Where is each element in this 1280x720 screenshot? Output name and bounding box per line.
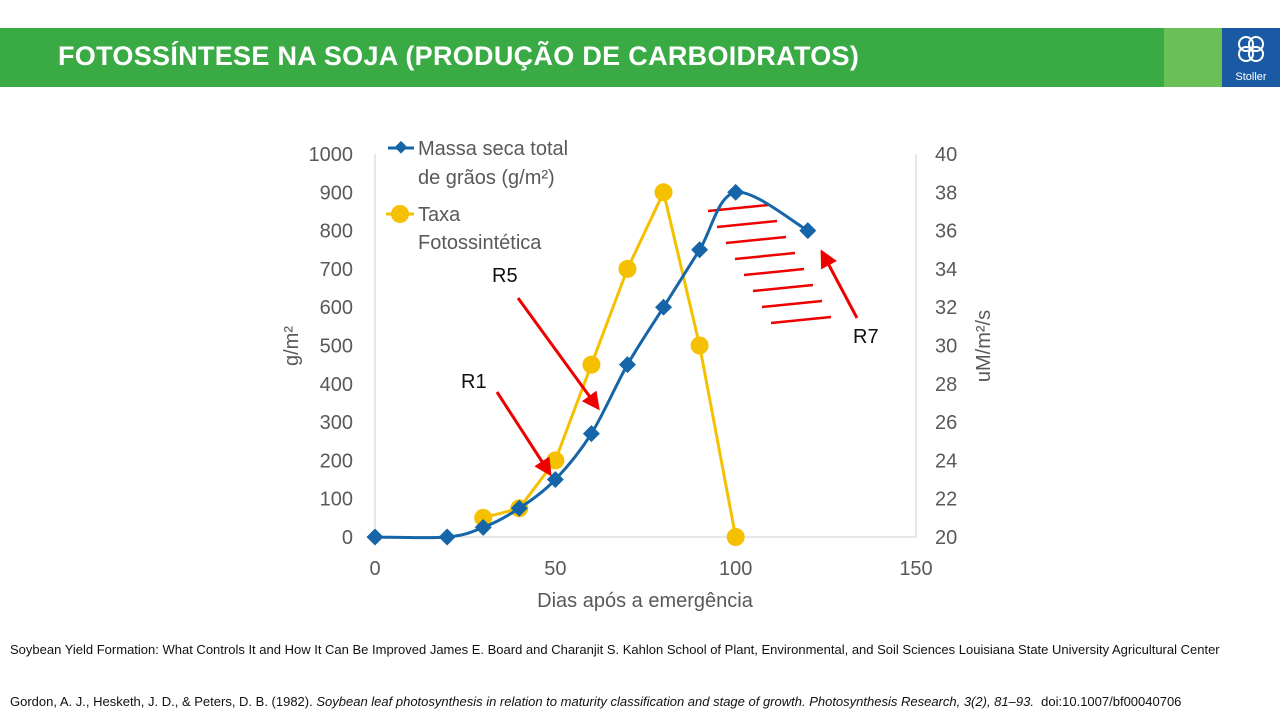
x-tick-label: 150 bbox=[899, 558, 932, 580]
y-tick-label: 900 bbox=[320, 182, 353, 204]
r5-arrow bbox=[516, 297, 600, 411]
y2-tick-label: 40 bbox=[935, 144, 957, 166]
massa-point bbox=[727, 183, 745, 201]
y2-tick-label: 26 bbox=[935, 412, 957, 434]
y-tick-label: 600 bbox=[320, 297, 353, 319]
y-tick-label: 700 bbox=[320, 259, 353, 281]
x-tick-label: 50 bbox=[544, 558, 566, 580]
y2-tick-label: 20 bbox=[935, 527, 957, 549]
y-tick-label: 400 bbox=[320, 374, 353, 396]
annotation-r1: R1 bbox=[461, 371, 487, 393]
y-tick-label: 800 bbox=[320, 221, 353, 243]
taxa-point bbox=[726, 528, 745, 546]
massa-point bbox=[366, 528, 384, 546]
massa-point bbox=[438, 528, 456, 546]
r1-arrow bbox=[495, 391, 552, 477]
stoller-logo: Stoller bbox=[1222, 28, 1280, 87]
y-tick-label: 500 bbox=[320, 336, 353, 358]
hatch-line bbox=[752, 283, 814, 293]
y2-tick-label: 32 bbox=[935, 297, 957, 319]
y-tick-label: 1000 bbox=[309, 144, 354, 166]
logo-flower-icon bbox=[1238, 36, 1264, 62]
taxa-point bbox=[474, 508, 493, 527]
x-tick-label: 100 bbox=[719, 558, 752, 580]
hatch-line bbox=[761, 299, 823, 309]
massa-point bbox=[474, 518, 492, 536]
banner-accent bbox=[1164, 28, 1222, 87]
x-tick-label: 0 bbox=[369, 558, 380, 580]
massa-point bbox=[510, 499, 528, 517]
massa-point bbox=[582, 425, 600, 443]
series-line-massa bbox=[374, 190, 809, 540]
massa-point bbox=[655, 298, 673, 316]
y-axis-title: g/m² bbox=[281, 326, 303, 366]
legend-massa-label: Massa seca total bbox=[418, 138, 568, 160]
logo-text: Stoller bbox=[1235, 71, 1267, 83]
legend-taxa-label: Taxa bbox=[418, 204, 461, 226]
r7-arrow bbox=[820, 249, 859, 319]
reference-2-title: Soybean leaf photosynthesis in relation … bbox=[316, 694, 1034, 709]
annotation-r5: R5 bbox=[492, 265, 518, 287]
taxa-point bbox=[546, 451, 565, 470]
reference-1: Soybean Yield Formation: What Controls I… bbox=[10, 642, 1220, 657]
taxa-point bbox=[654, 183, 673, 202]
series-line-taxa bbox=[482, 187, 738, 538]
y-tick-label: 200 bbox=[320, 450, 353, 472]
y-tick-label: 100 bbox=[320, 489, 353, 511]
y-tick-label: 300 bbox=[320, 412, 353, 434]
annotation-r7: R7 bbox=[853, 326, 879, 348]
y-tick-label: 0 bbox=[342, 527, 353, 549]
y2-axis-title: uM/m²/s bbox=[973, 310, 995, 382]
massa-point bbox=[618, 356, 636, 374]
legend-taxa-marker bbox=[391, 205, 409, 223]
hatch-line bbox=[734, 251, 796, 261]
taxa-point bbox=[618, 259, 637, 278]
hatch-line bbox=[725, 235, 787, 245]
y2-tick-label: 30 bbox=[935, 336, 957, 358]
y2-tick-label: 22 bbox=[935, 489, 957, 511]
reference-2-authors: Gordon, A. J., Hesketh, J. D., & Peters,… bbox=[10, 694, 313, 709]
page-title: FOTOSSÍNTESE NA SOJA (PRODUÇÃO DE CARBOI… bbox=[58, 41, 860, 71]
y2-tick-label: 36 bbox=[935, 221, 957, 243]
y2-tick-label: 28 bbox=[935, 374, 957, 396]
massa-point bbox=[691, 241, 709, 259]
taxa-point bbox=[690, 336, 709, 355]
taxa-point bbox=[582, 355, 601, 374]
hatch-line bbox=[770, 315, 832, 325]
legend-massa-marker bbox=[394, 140, 408, 154]
massa-point bbox=[799, 222, 817, 240]
y2-tick-label: 34 bbox=[935, 259, 957, 281]
title-banner bbox=[0, 28, 1164, 87]
y2-tick-label: 24 bbox=[935, 450, 957, 472]
hatch-line bbox=[743, 267, 805, 277]
y2-tick-label: 38 bbox=[935, 182, 957, 204]
legend-taxa-label-2: Fotossintética bbox=[418, 232, 542, 254]
reference-2: Gordon, A. J., Hesketh, J. D., & Peters,… bbox=[10, 692, 1250, 711]
reference-2-doi: doi:10.1007/bf00040706 bbox=[1041, 694, 1182, 709]
legend-massa-label-2: de grãos (g/m²) bbox=[418, 167, 555, 189]
x-axis-title: Dias após a emergência bbox=[537, 590, 754, 612]
hatch-line bbox=[716, 219, 778, 229]
